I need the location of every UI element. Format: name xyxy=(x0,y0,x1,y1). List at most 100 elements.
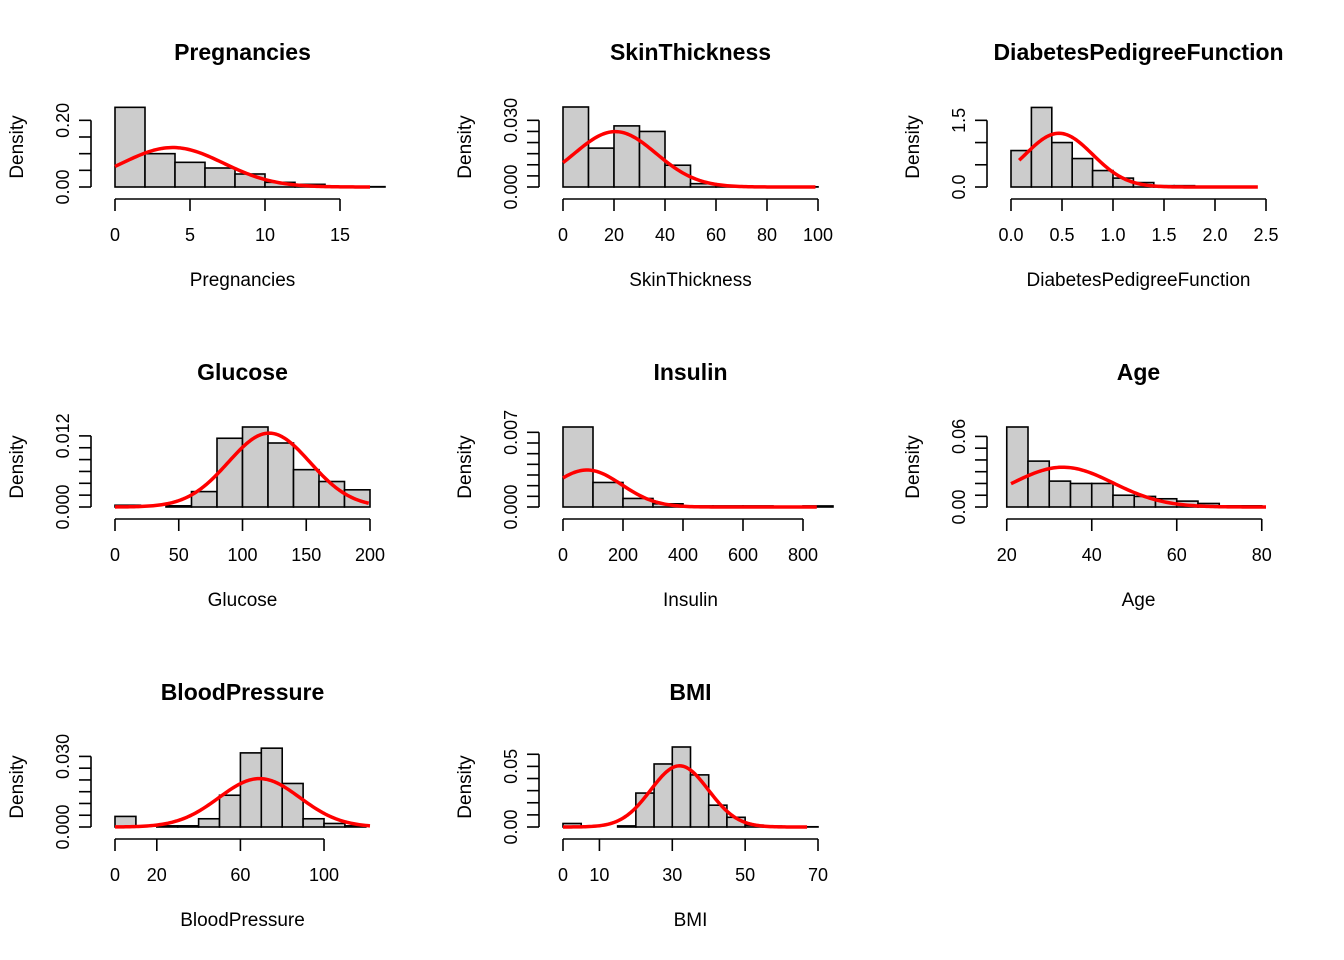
panel-title: SkinThickness xyxy=(610,39,771,65)
y-tick-label: 0.20 xyxy=(53,103,73,138)
x-tick-label: 0 xyxy=(110,545,120,565)
histogram-bar xyxy=(197,817,221,828)
x-tick-label: 5 xyxy=(185,225,195,245)
histogram-bar xyxy=(218,794,242,828)
x-axis-label: SkinThickness xyxy=(629,270,752,291)
panel-bmi: BMI 0 10 30 50 70 0.00 0.05 BMI Density xyxy=(455,679,828,931)
y-tick-label: 0.00 xyxy=(501,809,521,844)
panel-diabetespedigreefunction: DiabetesPedigreeFunction 0.0 0.5 1.0 1.5 2.0 2… xyxy=(903,39,1284,291)
x-tick-label: 200 xyxy=(355,545,385,565)
panel-pregnancies: Pregnancies 0 5 10 15 0.00 0.20 Pregnancies Dens… xyxy=(7,39,386,291)
histogram-bar xyxy=(239,752,263,828)
x-tick-label: 600 xyxy=(728,545,758,565)
y-tick-label: 0.012 xyxy=(53,413,73,458)
y-tick-label: 0.000 xyxy=(53,804,73,849)
x-tick-label: 0 xyxy=(110,865,120,885)
y-axis-label: Density xyxy=(903,435,924,499)
histogram-bar xyxy=(302,817,325,828)
x-tick-label: 100 xyxy=(227,545,257,565)
x-tick-label: 2.5 xyxy=(1253,225,1278,245)
panel-title: BMI xyxy=(669,679,711,705)
y-axis-label: Density xyxy=(7,115,28,179)
x-tick-label: 15 xyxy=(330,225,350,245)
x-tick-label: 100 xyxy=(803,225,833,245)
y-tick-label: 0.007 xyxy=(501,410,521,455)
histogram-bar xyxy=(281,782,304,828)
panel-bloodpressure: BloodPressure 0 20 60 100 0.000 0.030 BloodPres… xyxy=(7,679,371,931)
y-axis-label: Density xyxy=(7,755,28,819)
histogram-bar xyxy=(1069,482,1093,508)
x-tick-label: 20 xyxy=(604,225,624,245)
y-tick-label: 0.06 xyxy=(949,419,969,454)
histogram-bar xyxy=(1051,141,1074,188)
x-axis-label: Pregnancies xyxy=(190,270,296,291)
histogram-bar xyxy=(689,774,710,828)
x-tick-label: 2.0 xyxy=(1202,225,1227,245)
x-tick-label: 50 xyxy=(735,865,755,885)
histogram-bar xyxy=(292,468,320,508)
x-tick-label: 10 xyxy=(255,225,275,245)
x-tick-label: 1.0 xyxy=(1100,225,1125,245)
x-tick-label: 0 xyxy=(558,865,568,885)
density-curve xyxy=(114,145,370,189)
histogram-bar xyxy=(241,426,269,508)
histogram-bar xyxy=(1005,426,1029,508)
y-tick-label: 0.000 xyxy=(501,164,521,209)
panel-title: Age xyxy=(1117,359,1160,385)
panel-title: Pregnancies xyxy=(174,39,311,65)
y-axis-label: Density xyxy=(455,755,476,819)
histogram-bar xyxy=(707,804,728,828)
y-tick-label: 0.05 xyxy=(501,749,521,784)
x-tick-label: 0 xyxy=(558,225,568,245)
x-tick-label: 80 xyxy=(1252,545,1272,565)
histogram-bar xyxy=(323,822,346,828)
x-tick-label: 10 xyxy=(589,865,609,885)
x-axis-label: DiabetesPedigreeFunction xyxy=(1027,270,1251,291)
panel-skinthickness: SkinThickness 0 20 40 60 80 100 0.000 0.030 SkinT… xyxy=(455,39,833,291)
x-tick-label: 100 xyxy=(309,865,339,885)
y-axis-label: Density xyxy=(7,435,28,499)
density-curve xyxy=(561,129,816,189)
panel-title: Glucose xyxy=(197,359,288,385)
y-tick-label: 0.0 xyxy=(949,174,969,199)
panel-title: DiabetesPedigreeFunction xyxy=(993,39,1283,65)
x-axis-label: BloodPressure xyxy=(180,910,305,931)
histogram-bar xyxy=(260,747,284,828)
histogram-bar xyxy=(1091,169,1114,188)
histogram-bar xyxy=(1112,494,1136,508)
panel-age: Age 20 40 60 80 0.00 0.06 Age Density xyxy=(903,359,1272,611)
panel-insulin: Insulin 0 200 400 600 800 0.000 0.007 Insulin Den… xyxy=(455,359,834,611)
histogram-bar xyxy=(562,426,594,508)
panel-glucose: Glucose 0 50 100 150 200 0.000 0.012 Glucose Dens… xyxy=(7,359,385,611)
y-tick-label: 0.000 xyxy=(53,484,73,529)
x-tick-label: 20 xyxy=(997,545,1017,565)
x-tick-label: 60 xyxy=(1167,545,1187,565)
x-tick-label: 150 xyxy=(291,545,321,565)
density-curve xyxy=(1017,131,1258,189)
histogram-bar xyxy=(165,505,193,508)
y-axis-label: Density xyxy=(903,115,924,179)
y-tick-label: 1.5 xyxy=(949,108,969,133)
density-curve xyxy=(563,764,808,829)
x-tick-label: 70 xyxy=(808,865,828,885)
histogram-bar xyxy=(204,167,236,188)
x-tick-label: 0.0 xyxy=(998,225,1023,245)
x-axis-label: Insulin xyxy=(663,590,718,611)
x-axis-label: BMI xyxy=(674,910,708,931)
x-axis-label: Glucose xyxy=(208,590,278,611)
y-tick-label: 0.000 xyxy=(501,484,521,529)
x-tick-label: 1.5 xyxy=(1151,225,1176,245)
x-tick-label: 60 xyxy=(706,225,726,245)
histogram-bar xyxy=(592,481,624,508)
density-curve xyxy=(1010,465,1266,509)
histogram-bar xyxy=(176,825,200,828)
y-tick-label: 0.00 xyxy=(949,489,969,524)
x-tick-label: 60 xyxy=(230,865,250,885)
histogram-bar xyxy=(174,161,206,188)
x-tick-label: 40 xyxy=(655,225,675,245)
histogram-bar xyxy=(1090,482,1114,508)
density-curve xyxy=(562,468,817,509)
x-tick-label: 20 xyxy=(147,865,167,885)
x-tick-label: 0 xyxy=(558,545,568,565)
y-axis-label: Density xyxy=(455,435,476,499)
